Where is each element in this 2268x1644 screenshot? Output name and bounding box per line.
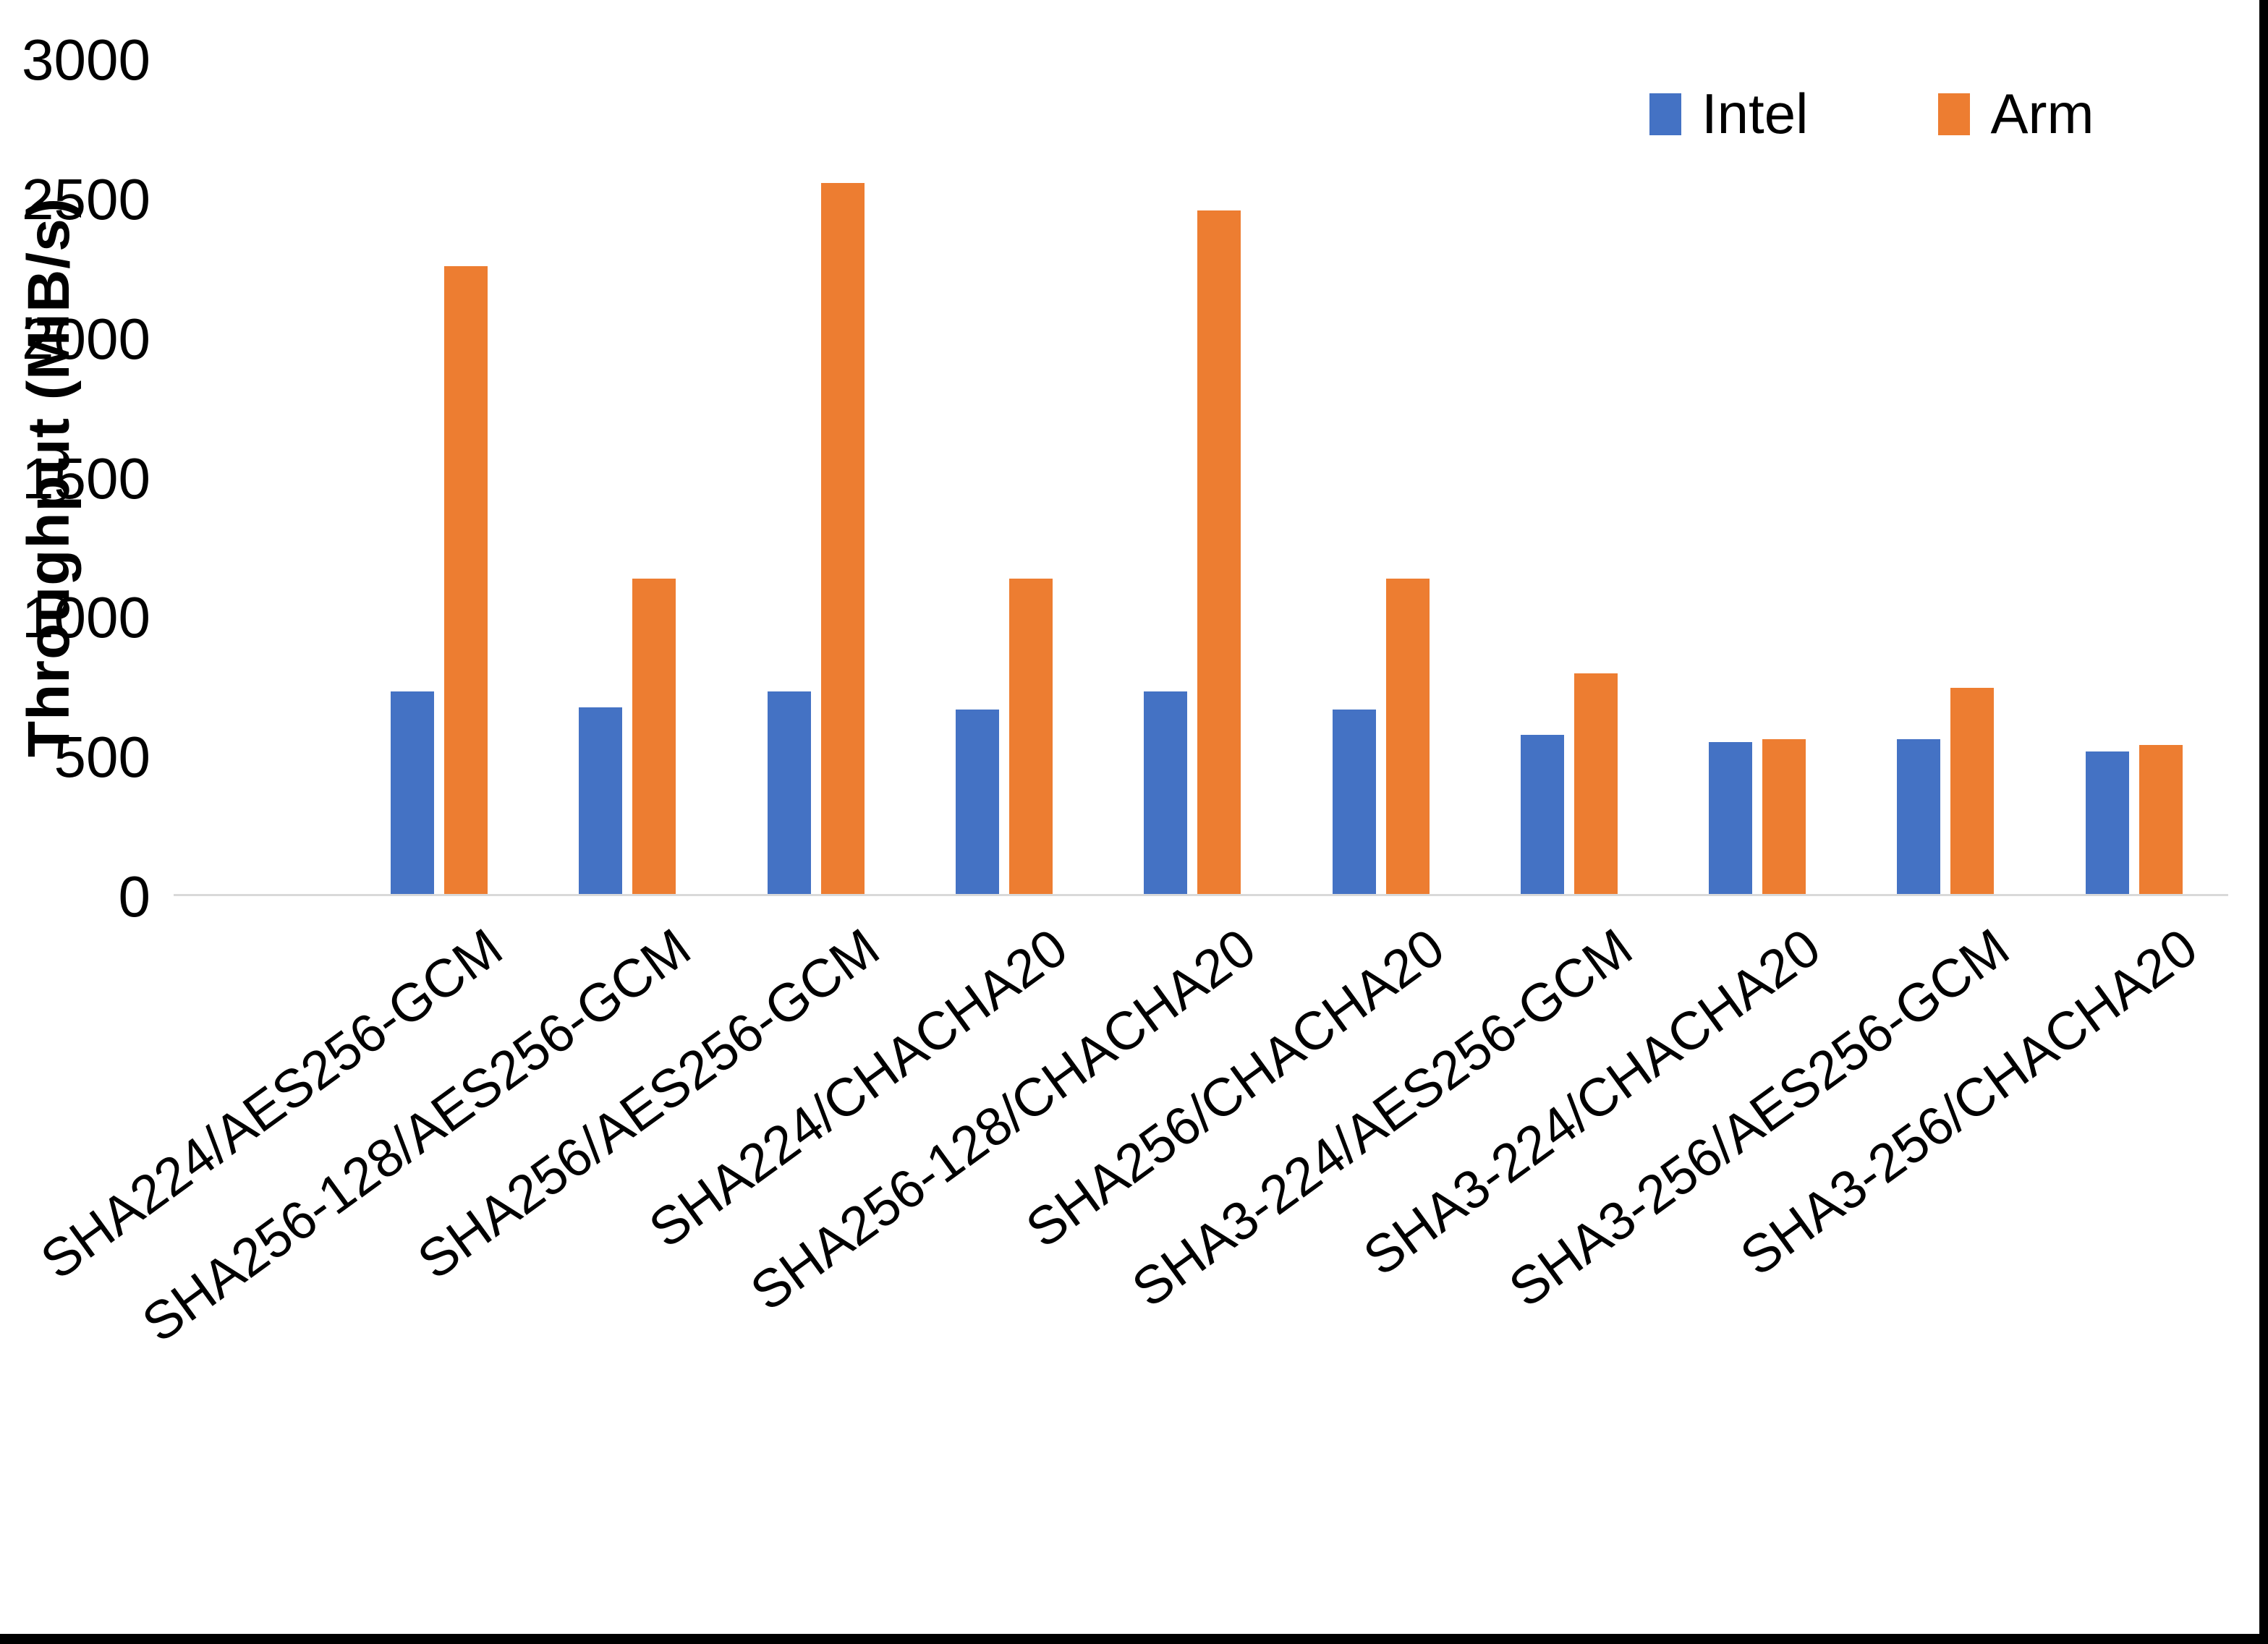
intel-swatch-icon — [1649, 93, 1681, 135]
y-tick-label-2500: 2500 — [22, 166, 150, 231]
bar-intel-0 — [391, 691, 434, 894]
y-tick-label-2000: 2000 — [22, 306, 150, 371]
bar-intel-5 — [1332, 710, 1376, 894]
bar-arm-8 — [1950, 688, 1995, 894]
bar-arm-9 — [2139, 745, 2183, 894]
bar-arm-5 — [1385, 579, 1430, 894]
legend-item-intel: Intel — [1649, 81, 1808, 147]
bar-arm-4 — [1197, 210, 1241, 894]
y-tick-label-1500: 1500 — [22, 446, 150, 511]
bar-arm-1 — [632, 579, 676, 894]
y-tick-label-500: 500 — [54, 725, 150, 790]
legend-label-intel: Intel — [1702, 82, 1809, 145]
screenshot-right-border — [2259, 0, 2268, 1644]
bar-arm-0 — [444, 266, 488, 894]
x-axis-line — [174, 894, 2228, 896]
bar-intel-8 — [1897, 739, 1941, 894]
bar-intel-6 — [1520, 735, 1564, 894]
y-tick-label-0: 0 — [118, 864, 151, 929]
bar-arm-3 — [1008, 579, 1053, 894]
legend-label-arm: Arm — [1990, 82, 2094, 145]
y-tick-label-3000: 3000 — [22, 27, 150, 92]
y-tick-label-1000: 1000 — [22, 585, 150, 650]
bar-arm-7 — [1762, 739, 1806, 894]
bar-intel-2 — [767, 691, 811, 894]
legend: Intel Arm — [1649, 81, 2094, 147]
arm-swatch-icon — [1938, 93, 1971, 135]
legend-item-arm: Arm — [1938, 81, 2094, 147]
screenshot-bottom-border — [0, 1634, 2268, 1644]
bar-intel-7 — [1709, 742, 1753, 894]
bar-arm-6 — [1573, 673, 1618, 894]
bar-intel-9 — [2085, 751, 2129, 894]
bar-intel-1 — [579, 707, 623, 894]
bar-intel-4 — [1144, 691, 1188, 894]
bar-arm-2 — [820, 183, 865, 894]
bar-intel-3 — [955, 710, 999, 894]
